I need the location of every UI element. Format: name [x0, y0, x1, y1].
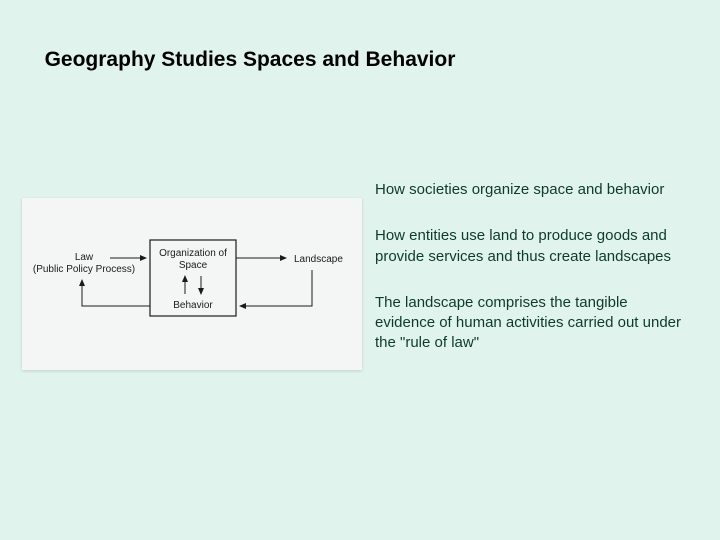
- law-label-line2: (Public Policy Process): [33, 264, 135, 275]
- page-title: Geography Studies Spaces and Behavior: [0, 48, 610, 72]
- body-text: How societies organize space and behavio…: [375, 180, 685, 380]
- paragraph-2: How entities use land to produce goods a…: [375, 226, 685, 267]
- paragraph-3: The landscape comprises the tangible evi…: [375, 293, 685, 354]
- arrow-landscape-to-box-icon: [240, 270, 312, 306]
- org-label-line2: Space: [179, 260, 208, 271]
- landscape-label: Landscape: [294, 254, 343, 265]
- org-label-line1: Organization of: [159, 248, 227, 259]
- paragraph-1: How societies organize space and behavio…: [375, 180, 685, 200]
- diagram: Organization of Space Behavior Law (Publ…: [22, 198, 362, 370]
- behavior-label: Behavior: [173, 300, 213, 311]
- law-label-line1: Law: [75, 252, 94, 263]
- diagram-svg: Organization of Space Behavior Law (Publ…: [22, 198, 362, 370]
- arrow-box-to-law-icon: [82, 280, 150, 306]
